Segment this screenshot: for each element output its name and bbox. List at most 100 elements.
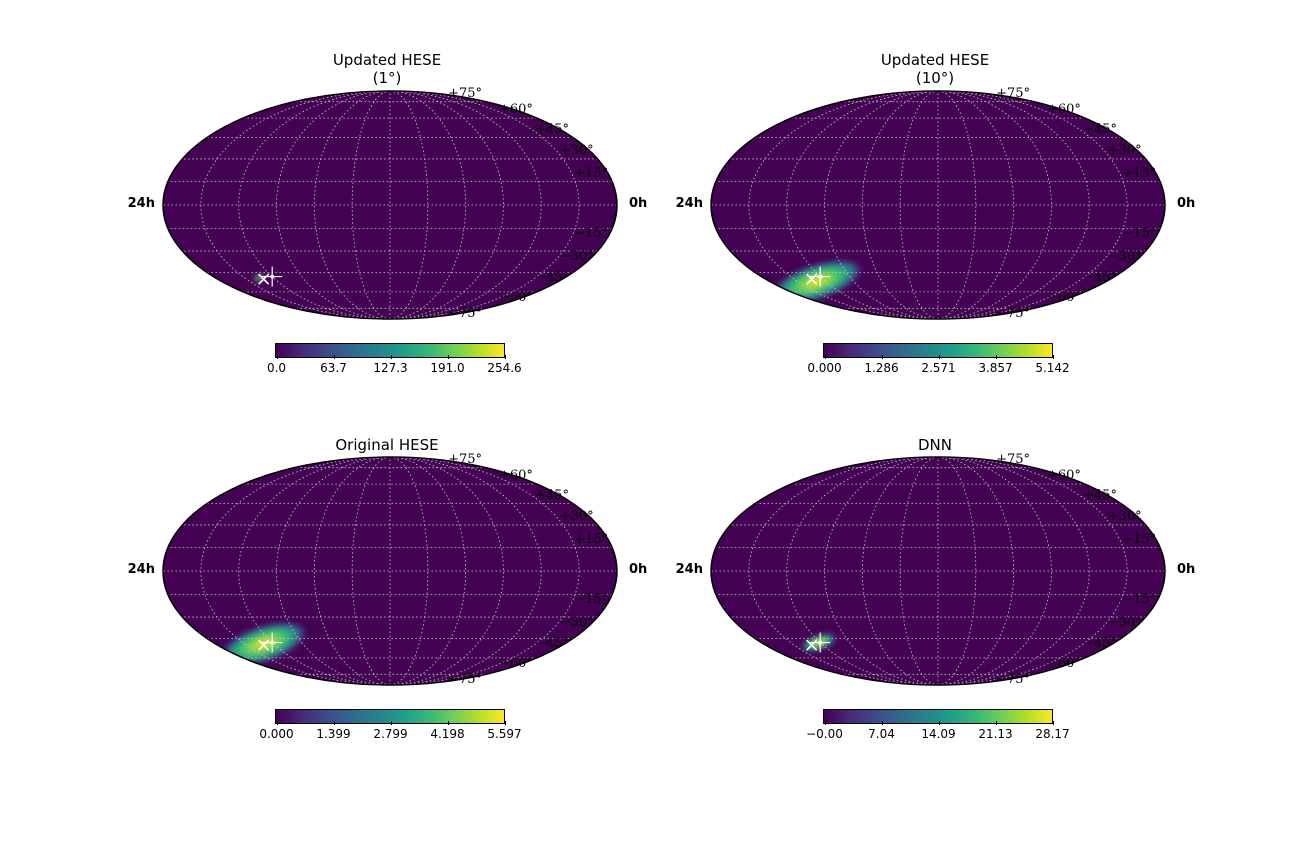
grid-meridian bbox=[748, 91, 939, 319]
skymap-svg bbox=[162, 90, 618, 320]
skymap-svg bbox=[710, 456, 1166, 686]
dec-tick-label: +30° bbox=[1107, 142, 1142, 158]
colorbar-tick-mark bbox=[824, 721, 826, 725]
colorbar-tick-mark bbox=[938, 721, 940, 725]
sky-outline bbox=[710, 90, 1166, 320]
colorbar-tick-label: 191.0 bbox=[430, 361, 465, 375]
grid-meridian bbox=[748, 457, 939, 685]
dec-tick-label: −15° bbox=[574, 226, 609, 242]
panel-title: Updated HESE (1°) bbox=[157, 51, 617, 87]
sky-outline bbox=[162, 90, 618, 320]
dec-tick-label: +45° bbox=[535, 121, 569, 137]
ra-left-label: 24h bbox=[127, 196, 155, 211]
colorbar-tick-mark bbox=[995, 721, 997, 725]
grid-meridian bbox=[824, 457, 939, 685]
grid-meridian bbox=[238, 457, 391, 685]
title-line-2: (10°) bbox=[915, 69, 955, 87]
dec-tick-label: −15° bbox=[1122, 226, 1157, 242]
colorbar-tick-label: 7.04 bbox=[868, 727, 895, 741]
colorbar-tick-mark bbox=[390, 721, 392, 725]
panel-title: Original HESE bbox=[157, 436, 617, 454]
title-line-2: (1°) bbox=[372, 69, 402, 87]
colorbar-tick-mark bbox=[1052, 721, 1054, 725]
colorbar-tick-label: 5.142 bbox=[1035, 361, 1070, 375]
dec-tick-label: −60° bbox=[498, 655, 533, 671]
dec-tick-label: +75° bbox=[448, 451, 483, 467]
dec-tick-label: −15° bbox=[574, 592, 609, 608]
dec-tick-label: −45° bbox=[535, 636, 569, 652]
dec-tick-label: +45° bbox=[1083, 487, 1117, 503]
dec-tick-label: +30° bbox=[1107, 508, 1142, 524]
colorbar-tick-mark bbox=[504, 355, 506, 359]
colorbar-tick-label: 2.799 bbox=[373, 727, 408, 741]
dec-tick-label: −45° bbox=[1083, 270, 1117, 286]
grid-meridian bbox=[824, 91, 939, 319]
dec-tick-label: −75° bbox=[996, 306, 1031, 322]
dec-tick-label: −45° bbox=[1083, 636, 1117, 652]
panel-title: Updated HESE (10°) bbox=[705, 51, 1165, 87]
colorbar bbox=[823, 709, 1053, 724]
skymap-panel-dnn: DNN +75° +60° +45° +30° +15° −15° −30° −45° −60°… bbox=[676, 414, 1265, 794]
colorbar-tick-label: 4.198 bbox=[430, 727, 465, 741]
dec-tick-label: −75° bbox=[996, 672, 1031, 688]
colorbar-tick-mark bbox=[938, 355, 940, 359]
ra-right-label: 0h bbox=[629, 196, 648, 211]
grid-meridian bbox=[389, 91, 580, 319]
ra-left-label: 24h bbox=[675, 562, 703, 577]
colorbar-tick-label: 0.0 bbox=[266, 361, 287, 375]
panel-title: DNN bbox=[705, 436, 1165, 454]
colorbar-tick-label: 0.000 bbox=[259, 727, 294, 741]
colorbar-tick-mark bbox=[881, 355, 883, 359]
grid-meridian bbox=[786, 457, 939, 685]
colorbar-tick-label: 21.13 bbox=[978, 727, 1013, 741]
colorbar-tick-label: 1.286 bbox=[864, 361, 899, 375]
colorbar-tick-mark bbox=[333, 355, 335, 359]
likelihood-hotspot bbox=[218, 621, 309, 667]
title-line-1: Updated HESE bbox=[332, 51, 442, 69]
sky-outline bbox=[710, 456, 1166, 686]
grid-meridian bbox=[389, 457, 580, 685]
grid-meridian bbox=[389, 91, 504, 319]
colorbar-tick-label: 2.571 bbox=[921, 361, 956, 375]
dec-tick-label: +60° bbox=[498, 468, 533, 484]
dec-tick-label: +60° bbox=[1046, 468, 1081, 484]
grid-meridian bbox=[200, 457, 391, 685]
dec-tick-label: −45° bbox=[535, 270, 569, 286]
colorbar-tick-label: 14.09 bbox=[921, 727, 956, 741]
skymap-panel-updated-hese-10deg: Updated HESE (10°) +75° +60° +45° +30° +15° −… bbox=[676, 48, 1265, 428]
colorbar-tick-label: 5.597 bbox=[487, 727, 522, 741]
cross-marker bbox=[806, 273, 818, 285]
grid-meridian bbox=[389, 457, 542, 685]
ra-left-label: 24h bbox=[127, 562, 155, 577]
dec-tick-label: +75° bbox=[996, 451, 1031, 467]
dec-tick-label: −30° bbox=[1107, 615, 1142, 631]
colorbar-tick-label: 0.000 bbox=[807, 361, 842, 375]
dec-tick-label: +30° bbox=[559, 508, 594, 524]
dec-tick-label: −15° bbox=[1122, 592, 1157, 608]
colorbar-tick-mark bbox=[881, 721, 883, 725]
grid-meridian bbox=[937, 457, 1090, 685]
skymap-svg bbox=[710, 90, 1166, 320]
colorbar-tick-mark bbox=[447, 721, 449, 725]
ra-right-label: 0h bbox=[629, 562, 648, 577]
colorbar-tick-mark bbox=[390, 355, 392, 359]
colorbar-tick-mark bbox=[447, 355, 449, 359]
colorbar-tick-label: −0.00 bbox=[806, 727, 843, 741]
colorbar-tick-label: 254.6 bbox=[487, 361, 522, 375]
dec-tick-label: +15° bbox=[574, 165, 609, 181]
sky-background bbox=[163, 91, 617, 319]
colorbar-tick-label: 28.17 bbox=[1035, 727, 1070, 741]
colorbar-tick-mark bbox=[824, 355, 826, 359]
grid-meridian bbox=[937, 91, 1052, 319]
dec-tick-label: +45° bbox=[1083, 121, 1117, 137]
dec-tick-label: +45° bbox=[535, 487, 569, 503]
grid-meridian bbox=[937, 457, 1128, 685]
dec-tick-label: +60° bbox=[1046, 102, 1081, 118]
dec-tick-label: +75° bbox=[448, 85, 483, 101]
dec-tick-label: +15° bbox=[1122, 165, 1157, 181]
grid-meridian bbox=[389, 457, 504, 685]
dec-tick-label: −30° bbox=[559, 249, 594, 265]
colorbar-tick-mark bbox=[995, 355, 997, 359]
skymap-panel-original-hese: Original HESE +75° +60° +45° +30° +15° −15° −3… bbox=[128, 414, 717, 794]
cross-marker bbox=[258, 273, 270, 285]
